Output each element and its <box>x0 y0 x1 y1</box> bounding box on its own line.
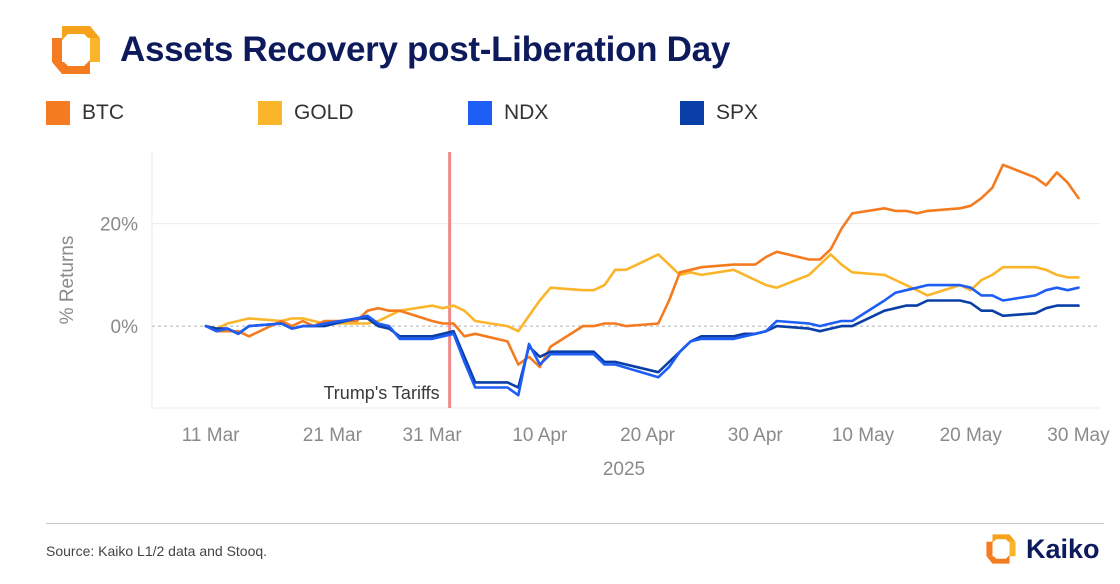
event-annotation-label: Trump's Tariffs <box>323 383 439 403</box>
x-tick-label: 20 May <box>940 425 1003 446</box>
source-note: Source: Kaiko L1/2 data and Stooq. <box>46 543 268 559</box>
series-line-btc <box>204 163 1080 369</box>
footer-divider <box>46 523 1104 524</box>
kaiko-brand-icon <box>986 534 1016 564</box>
series-line-ndx <box>204 283 1080 397</box>
x-tick-label: 10 Apr <box>512 425 568 446</box>
brand-name: Kaiko <box>1026 533 1100 564</box>
y-axis-label: % Returns <box>57 236 78 325</box>
y-tick-label: 20% <box>100 215 138 236</box>
y-tick-label: 0% <box>111 317 139 338</box>
x-axis-label: 2025 <box>603 459 645 480</box>
legend-label-gold: GOLD <box>294 101 354 124</box>
legend-swatch-btc <box>46 101 70 125</box>
legend-swatch-spx <box>680 101 704 125</box>
x-tick-label: 30 May <box>1047 425 1110 446</box>
legend-label-spx: SPX <box>716 101 759 124</box>
legend-swatch-gold <box>258 101 282 125</box>
x-tick-label: 10 May <box>832 425 895 446</box>
legend-item-gold[interactable]: GOLD <box>258 101 354 125</box>
chart-header: Assets Recovery post-Liberation Day <box>48 22 730 78</box>
plot-area <box>152 152 1100 408</box>
legend-label-ndx: NDX <box>504 101 549 124</box>
legend-item-btc[interactable]: BTC <box>46 101 124 125</box>
brand-mark: Kaiko <box>984 532 1100 566</box>
chart-legend: BTC GOLD NDX SPX <box>46 101 806 127</box>
legend-item-spx[interactable]: SPX <box>680 101 758 125</box>
legend-item-ndx[interactable]: NDX <box>468 101 548 125</box>
x-tick-label: 20 Apr <box>620 425 676 446</box>
x-tick-label: 21 Mar <box>303 425 363 446</box>
legend-swatch-ndx <box>468 101 492 125</box>
chart-title: Assets Recovery post-Liberation Day <box>120 30 730 69</box>
legend-label-btc: BTC <box>82 101 124 124</box>
x-tick-label: 11 Mar <box>182 425 240 446</box>
line-chart: 0% 20% 11 Mar 21 Mar 31 Mar 10 Apr 20 Apr 30 Ap… <box>57 152 1110 480</box>
series-line-gold <box>204 253 1080 333</box>
kaiko-logo-icon <box>52 26 100 74</box>
x-tick-label: 30 Apr <box>728 425 784 446</box>
x-tick-label: 31 Mar <box>403 425 463 446</box>
